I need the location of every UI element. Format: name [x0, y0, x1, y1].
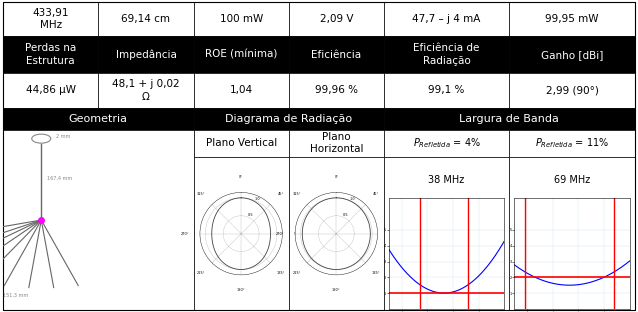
- Bar: [3, 108, 193, 129]
- Bar: [509, 73, 635, 108]
- Bar: [289, 2, 384, 37]
- Bar: [384, 108, 635, 129]
- Bar: [98, 37, 193, 73]
- Text: Eficiência: Eficiência: [311, 50, 361, 60]
- Text: 167,4 mm: 167,4 mm: [47, 175, 72, 180]
- Text: Perdas na
Estrutura: Perdas na Estrutura: [25, 43, 77, 66]
- Bar: [509, 2, 635, 37]
- Bar: [509, 157, 635, 310]
- Text: $P_{Refletida}$ = 11%: $P_{Refletida}$ = 11%: [535, 136, 609, 150]
- Text: 151,3 mm: 151,3 mm: [3, 293, 29, 298]
- Text: 100 mW: 100 mW: [219, 14, 263, 24]
- Bar: [98, 2, 193, 37]
- Text: 44,86 μW: 44,86 μW: [26, 85, 76, 95]
- Bar: [193, 157, 289, 310]
- Text: Plano
Horizontal: Plano Horizontal: [309, 132, 363, 154]
- Bar: [193, 73, 289, 108]
- Text: Ganho [dBi]: Ganho [dBi]: [541, 50, 604, 60]
- Text: 99,1 %: 99,1 %: [429, 85, 465, 95]
- Text: 2,09 V: 2,09 V: [320, 14, 353, 24]
- Bar: [384, 37, 509, 73]
- Text: Diagrama de Radiação: Diagrama de Radiação: [225, 114, 352, 124]
- Bar: [289, 73, 384, 108]
- Bar: [98, 73, 193, 108]
- Text: Eficiência de
Radiação: Eficiência de Radiação: [413, 43, 480, 66]
- Text: 2,99 (90°): 2,99 (90°): [545, 85, 598, 95]
- Bar: [509, 37, 635, 73]
- Bar: [3, 73, 98, 108]
- Text: 99,95 mW: 99,95 mW: [545, 14, 599, 24]
- Text: 69 MHz: 69 MHz: [554, 175, 590, 185]
- Text: Geometria: Geometria: [69, 114, 128, 124]
- Text: ROE (mínima): ROE (mínima): [205, 50, 278, 60]
- Bar: [289, 157, 384, 310]
- Bar: [3, 129, 193, 310]
- Bar: [384, 2, 509, 37]
- Text: 433,91
MHz: 433,91 MHz: [33, 8, 69, 30]
- Bar: [193, 129, 289, 157]
- Text: 2 mm: 2 mm: [57, 134, 71, 139]
- Bar: [384, 157, 509, 310]
- Text: $P_{Refletida}$ = 4%: $P_{Refletida}$ = 4%: [413, 136, 480, 150]
- Bar: [3, 129, 193, 157]
- Text: 38 MHz: 38 MHz: [429, 175, 464, 185]
- Bar: [384, 129, 509, 157]
- Bar: [289, 129, 384, 157]
- Bar: [3, 37, 98, 73]
- Bar: [3, 2, 98, 37]
- Bar: [193, 108, 384, 129]
- Text: Largura de Banda: Largura de Banda: [459, 114, 560, 124]
- Text: 1,04: 1,04: [230, 85, 253, 95]
- Bar: [384, 73, 509, 108]
- Bar: [193, 2, 289, 37]
- Text: 99,96 %: 99,96 %: [315, 85, 358, 95]
- Text: 48,1 + j 0,02
Ω: 48,1 + j 0,02 Ω: [112, 79, 180, 101]
- Text: 69,14 cm: 69,14 cm: [121, 14, 170, 24]
- Text: Impedância: Impedância: [115, 49, 176, 60]
- Bar: [509, 129, 635, 157]
- Text: 47,7 – j 4 mA: 47,7 – j 4 mA: [412, 14, 481, 24]
- Bar: [289, 37, 384, 73]
- Text: Plano Vertical: Plano Vertical: [205, 138, 277, 148]
- Bar: [193, 37, 289, 73]
